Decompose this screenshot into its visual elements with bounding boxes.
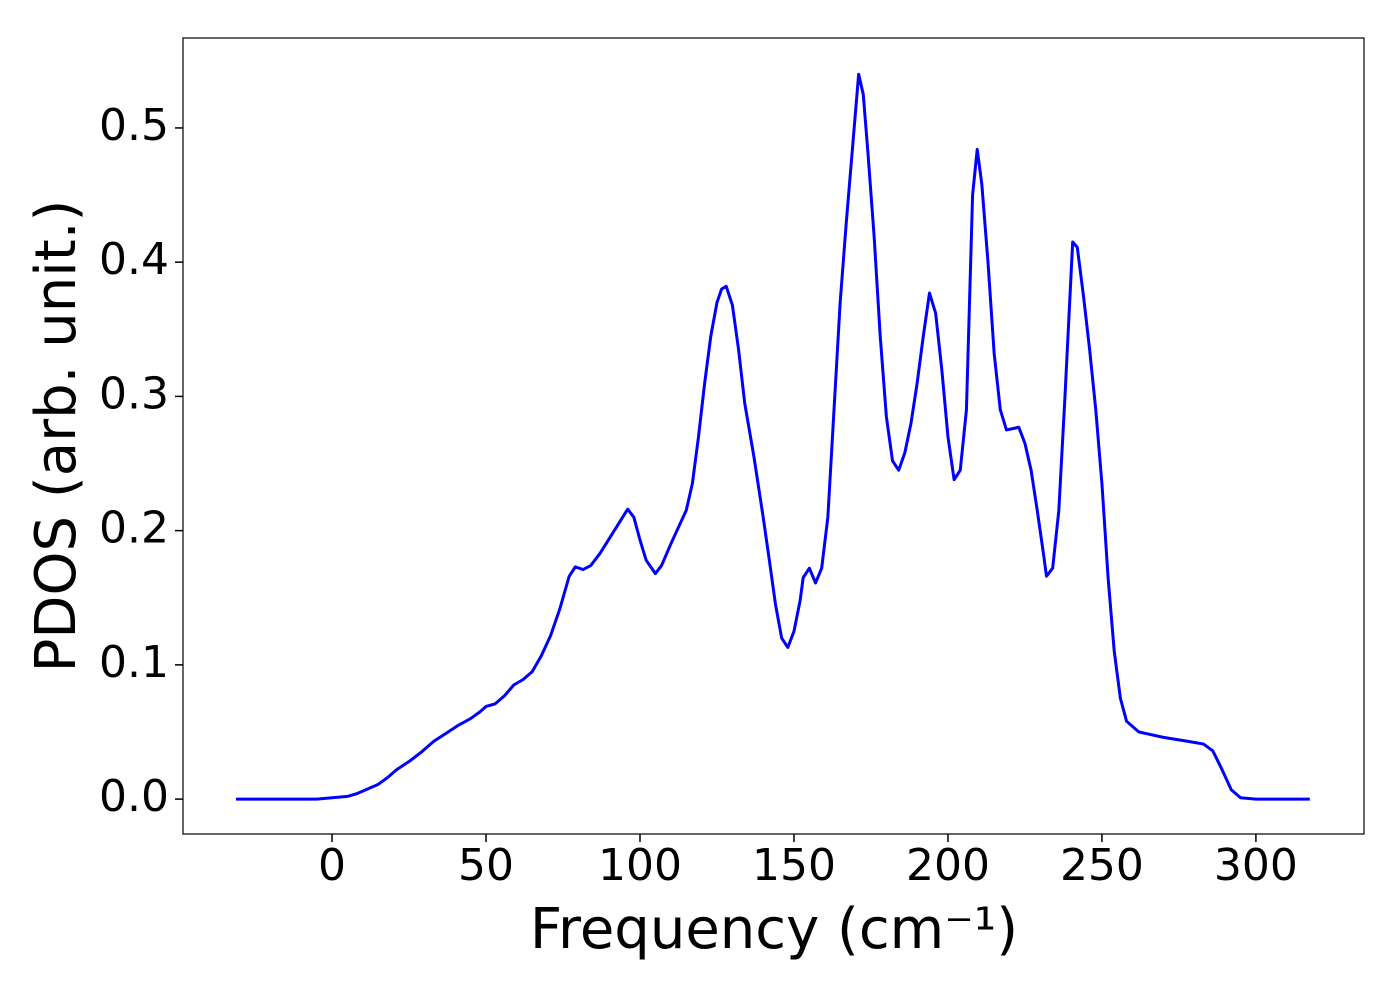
y-tick-label: 0.3 (99, 368, 169, 419)
x-tick-label: 200 (906, 840, 990, 891)
y-tick-label: 0.5 (99, 100, 169, 151)
y-tick-label: 0.4 (99, 234, 169, 285)
x-tick-label: 300 (1214, 840, 1298, 891)
x-axis-label: Frequency (cm⁻¹) (530, 897, 1018, 962)
data-line (235, 72, 1310, 801)
y-tick-label: 0.0 (99, 771, 169, 822)
x-tick-label: 150 (752, 840, 836, 891)
x-tick-label: 50 (458, 840, 514, 891)
y-tick-label: 0.2 (99, 503, 169, 554)
y-tick-label: 0.1 (99, 637, 169, 688)
x-tick-label: 0 (318, 840, 346, 891)
plot-frame (182, 37, 1365, 835)
x-tick-label: 250 (1060, 840, 1144, 891)
y-axis-label: PDOS (arb. unit.) (24, 200, 89, 673)
x-tick-label: 100 (598, 840, 682, 891)
